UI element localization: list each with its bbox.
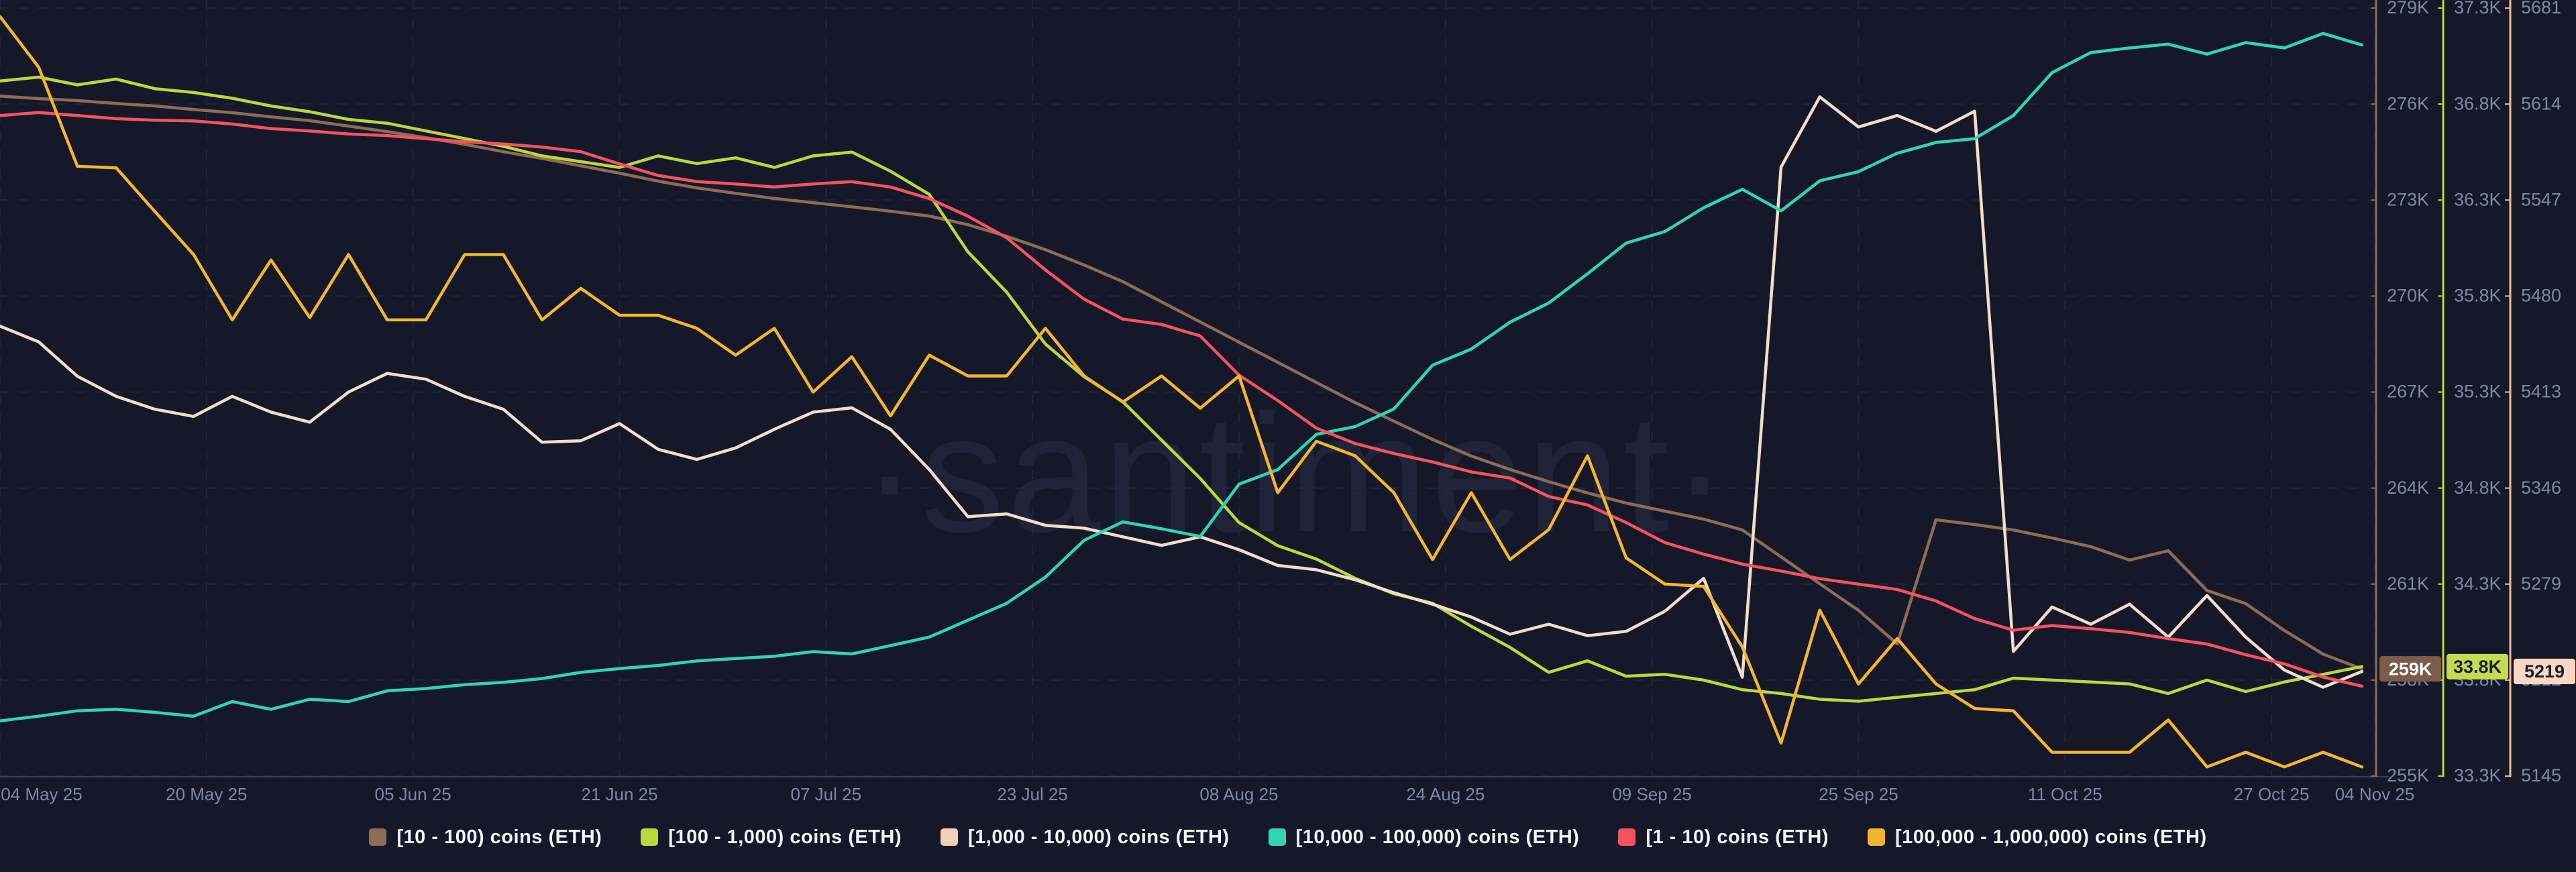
santiment-watermark: ·santiment· xyxy=(862,380,1731,567)
y-tick-label-axis-10-100: 276K xyxy=(2387,93,2429,113)
legend-swatch-icon xyxy=(1618,828,1636,846)
y-tick-label-axis-1000-10000: 5279 xyxy=(2521,574,2561,594)
legend-label: [10 - 100) coins (ETH) xyxy=(396,826,602,848)
legend-item-2[interactable]: [1,000 - 10,000) coins (ETH) xyxy=(941,826,1230,849)
x-tick-label: 04 May 25 xyxy=(1,784,82,804)
y-tick-label-axis-100-1000: 37.3K xyxy=(2454,0,2502,17)
y-tick-label-axis-1000-10000: 5480 xyxy=(2521,286,2561,306)
y-tick-label-axis-10-100: 264K xyxy=(2387,478,2429,498)
x-tick-label: 27 Oct 25 xyxy=(2234,784,2310,804)
price-badge xyxy=(2514,659,2575,685)
price-badge-label: 5219 xyxy=(2524,661,2565,682)
y-tick-label-axis-100-1000: 33.3K xyxy=(2454,765,2502,785)
price-badge xyxy=(2447,653,2508,679)
y-tick-label-axis-10-100: 255K xyxy=(2387,765,2429,785)
y-tick-label-axis-100-1000: 36.3K xyxy=(2454,189,2502,209)
y-tick-label-axis-10-100: 261K xyxy=(2387,574,2429,594)
series-line--10-100-coins-eth- xyxy=(0,94,2364,671)
y-tick-label-axis-10-100: 267K xyxy=(2387,382,2429,402)
x-tick-label: 21 Jun 25 xyxy=(581,784,657,804)
legend-label: [1,000 - 10,000) coins (ETH) xyxy=(968,826,1230,848)
y-tick-label-axis-10-100: 273K xyxy=(2387,189,2429,209)
legend-item-1[interactable]: [100 - 1,000) coins (ETH) xyxy=(641,826,902,849)
x-tick-label: 04 Nov 25 xyxy=(2335,784,2415,804)
y-tick-label-axis-1000-10000: 5614 xyxy=(2521,93,2561,113)
y-tick-label-axis-1000-10000: 5145 xyxy=(2521,765,2561,785)
legend-swatch-icon xyxy=(1868,828,1885,846)
x-tick-label: 25 Sep 25 xyxy=(1819,784,1898,804)
x-tick-label: 09 Sep 25 xyxy=(1612,784,1692,804)
y-tick-label-axis-100-1000: 35.8K xyxy=(2454,286,2502,306)
legend-item-0[interactable]: [10 - 100) coins (ETH) xyxy=(369,826,602,849)
series-line--100-000-1-000-000-coins-eth- xyxy=(0,15,2364,769)
y-tick-label-axis-100-1000: 34.3K xyxy=(2454,574,2502,594)
y-tick-label-axis-10-100: 279K xyxy=(2387,0,2429,17)
series-line--100-1-000-coins-eth- xyxy=(0,75,2364,703)
series-line--1-000-10-000-coins-eth- xyxy=(0,95,2364,689)
y-tick-label-axis-100-1000: 34.8K xyxy=(2454,478,2502,498)
price-badge-label: 33.8K xyxy=(2453,657,2502,677)
x-tick-label: 20 May 25 xyxy=(166,784,247,804)
x-tick-label: 23 Jul 25 xyxy=(997,784,1068,804)
x-tick-label: 24 Aug 25 xyxy=(1406,784,1485,804)
y-tick-label-axis-1000-10000: 5413 xyxy=(2521,382,2561,402)
y-tick-label-axis-1000-10000: 5681 xyxy=(2521,0,2561,17)
legend-label: [10,000 - 100,000) coins (ETH) xyxy=(1295,826,1580,848)
chart-legend: [10 - 100) coins (ETH) [100 - 1,000) coin… xyxy=(0,817,2576,857)
y-tick-label-axis-100-1000: 36.8K xyxy=(2454,93,2502,113)
legend-swatch-icon xyxy=(941,828,959,846)
price-badge xyxy=(2379,656,2441,682)
y-tick-label-axis-100-1000: 35.3K xyxy=(2454,382,2502,402)
x-tick-label: 05 Jun 25 xyxy=(375,784,451,804)
legend-swatch-icon xyxy=(369,828,387,846)
series-line--1-10-coins-eth- xyxy=(0,111,2364,688)
legend-item-3[interactable]: [10,000 - 100,000) coins (ETH) xyxy=(1268,826,1580,849)
legend-label: [1 - 10) coins (ETH) xyxy=(1646,826,1829,848)
legend-label: [100 - 1,000) coins (ETH) xyxy=(668,826,902,848)
y-tick-label-axis-1000-10000: 5346 xyxy=(2521,478,2561,498)
x-tick-label: 11 Oct 25 xyxy=(2028,784,2102,804)
legend-item-4[interactable]: [1 - 10) coins (ETH) xyxy=(1618,826,1829,849)
series-line--10-000-100-000-coins-eth- xyxy=(0,32,2364,722)
price-badge-label: 259K xyxy=(2389,659,2432,679)
x-tick-label: 07 Jul 25 xyxy=(791,784,862,804)
legend-item-5[interactable]: [100,000 - 1,000,000) coins (ETH) xyxy=(1868,826,2207,849)
y-tick-label-axis-1000-10000: 5547 xyxy=(2521,189,2561,209)
legend-label: [100,000 - 1,000,000) coins (ETH) xyxy=(1895,826,2207,848)
y-tick-label-axis-10-100: 270K xyxy=(2387,286,2429,306)
legend-swatch-icon xyxy=(1268,828,1286,846)
legend-swatch-icon xyxy=(641,828,659,846)
x-tick-label: 08 Aug 25 xyxy=(1199,784,1278,804)
